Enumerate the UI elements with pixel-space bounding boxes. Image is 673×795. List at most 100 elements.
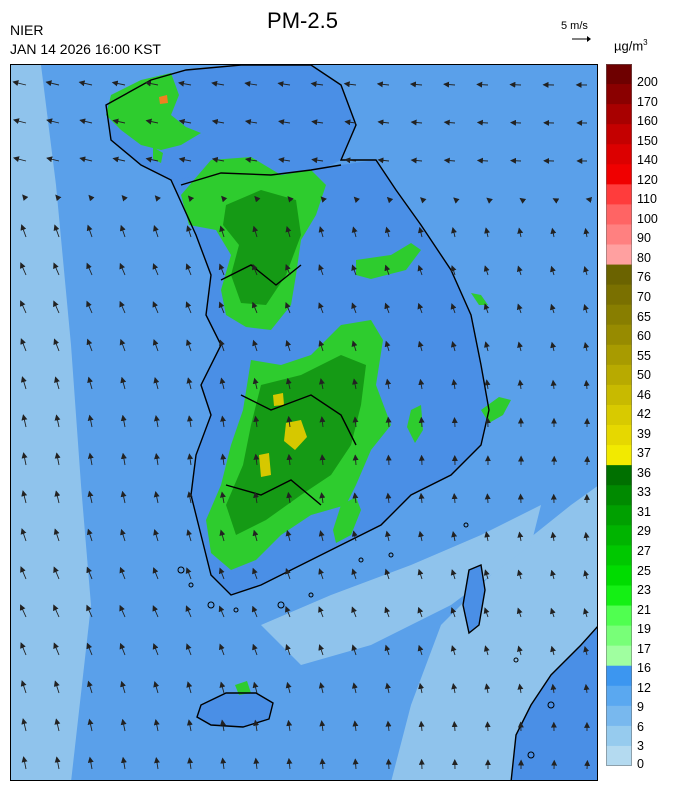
wind-arrow — [87, 490, 94, 504]
wind-arrow — [483, 645, 490, 656]
wind-arrow — [252, 377, 259, 390]
wind-arrow — [253, 491, 260, 504]
wind-arrow — [53, 680, 60, 694]
wind-arrow — [178, 156, 192, 163]
wind-arrow — [318, 264, 324, 276]
wind-arrow — [55, 194, 62, 202]
legend-color-swatch — [606, 725, 632, 747]
wind-arrow — [86, 642, 93, 656]
wind-arrow — [351, 644, 358, 656]
wind-arrow — [46, 156, 60, 163]
legend-color-swatch — [606, 685, 632, 707]
wind-arrow — [352, 492, 359, 504]
wind-arrow — [87, 680, 93, 694]
legend-tick-label: 70 — [637, 289, 651, 304]
wind-arrow — [385, 454, 392, 466]
wind-arrow — [186, 225, 192, 238]
wind-arrow — [484, 493, 491, 504]
wind-arrow — [219, 377, 226, 390]
wind-arrow — [483, 265, 490, 276]
wind-arrow — [417, 644, 424, 656]
wind-arrow — [20, 338, 27, 352]
wind-arrow — [220, 415, 227, 428]
wind-arrow — [277, 81, 291, 88]
wind-arrow — [318, 682, 325, 694]
wind-arrow — [484, 531, 491, 542]
wind-arrow — [154, 757, 160, 770]
wind-arrow — [583, 227, 590, 238]
pm-zone-east-strip — [356, 243, 421, 279]
legend-tick-label: 23 — [637, 583, 651, 598]
wind-arrow — [45, 80, 60, 87]
pm25-map[interactable] — [10, 64, 598, 781]
wind-arrow — [187, 195, 195, 202]
wind-arrow — [318, 378, 325, 390]
wind-arrow — [311, 119, 324, 126]
wind-arrow — [285, 643, 291, 656]
wind-arrow — [451, 493, 458, 504]
legend-tick-label: 90 — [637, 231, 651, 246]
wind-arrow — [418, 720, 425, 732]
wind-arrow — [152, 301, 159, 314]
wind-arrow — [583, 683, 590, 694]
wind-arrow — [54, 414, 61, 428]
wind-arrow — [112, 156, 126, 163]
legend-color-swatch — [606, 104, 632, 125]
wind-arrow — [451, 417, 458, 428]
wind-arrow — [119, 300, 126, 314]
wind-arrow — [516, 607, 523, 618]
wind-arrow — [219, 529, 226, 542]
wind-arrow — [19, 300, 27, 314]
wind-arrow — [87, 452, 94, 466]
wind-arrow — [185, 567, 192, 580]
legend-tick-label: 27 — [637, 544, 651, 559]
wind-arrow — [22, 194, 29, 201]
wind-arrow — [185, 605, 192, 618]
wind-arrow — [178, 118, 192, 125]
wind-arrow — [443, 157, 456, 164]
wind-arrow — [87, 376, 93, 390]
wind-arrow — [152, 263, 159, 276]
wind-arrow — [12, 80, 27, 86]
wind-arrow — [550, 341, 557, 352]
wind-arrow — [120, 756, 127, 770]
legend-tick-label: 110 — [637, 192, 657, 207]
wind-arrow — [417, 302, 424, 314]
wind-arrow — [220, 719, 226, 732]
wind-arrow — [318, 226, 325, 238]
legend-tick-label: 3 — [637, 739, 644, 754]
jeju-island-land — [197, 693, 273, 727]
wind-arrow — [377, 119, 390, 126]
wind-arrow — [87, 414, 94, 428]
wind-arrow — [86, 262, 93, 276]
wind-arrow — [286, 757, 293, 770]
wind-arrow — [385, 492, 392, 504]
wind-arrow — [219, 681, 226, 694]
wind-arrow — [384, 606, 391, 618]
wind-arrow — [483, 569, 490, 580]
legend-color-swatch — [606, 465, 632, 486]
legend-tick-label: 0 — [637, 757, 644, 771]
wind-arrow — [410, 119, 423, 126]
wind-arrow — [211, 80, 225, 87]
wind-arrow — [253, 719, 260, 732]
wind-arrow — [384, 340, 391, 352]
wind-arrow — [417, 226, 424, 238]
wind-arrow — [211, 156, 225, 163]
wind-arrow — [386, 196, 394, 204]
wind-arrow — [285, 567, 291, 580]
wind-arrow — [410, 157, 423, 164]
wind-arrow — [476, 119, 489, 126]
wind-arrow — [119, 642, 126, 656]
wind-arrow — [483, 607, 490, 618]
wind-arrow — [54, 718, 61, 732]
wind-arrow — [385, 378, 392, 390]
wind-arrow — [119, 566, 126, 580]
wind-arrow — [351, 568, 358, 580]
wind-arrow — [88, 194, 95, 202]
legend-color-swatch — [606, 84, 632, 105]
wind-arrow — [319, 720, 326, 732]
wind-arrow — [286, 415, 293, 428]
wind-arrow — [46, 118, 60, 125]
wind-arrow — [377, 157, 390, 164]
